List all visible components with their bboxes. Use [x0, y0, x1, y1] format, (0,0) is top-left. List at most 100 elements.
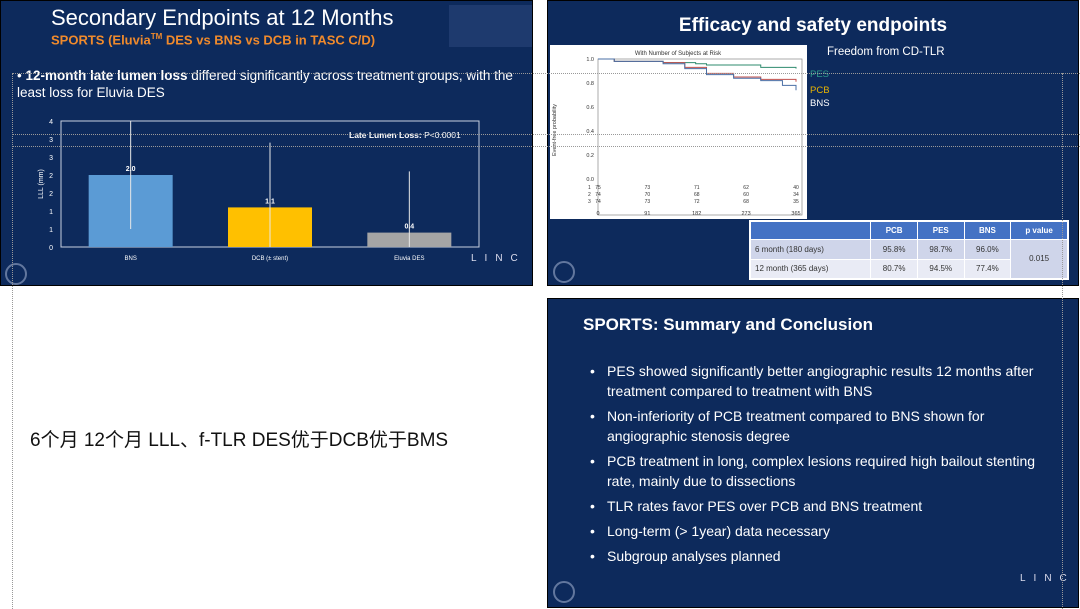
- selection-guide: [12, 73, 13, 609]
- data-label: 0.4: [404, 224, 414, 231]
- selection-guide: [1062, 73, 1063, 609]
- at-risk-row-label: 2: [588, 192, 591, 198]
- list-item: TLR rates favor PES over PCB and BNS tre…: [590, 496, 1060, 516]
- legend-bns: BNS: [810, 98, 830, 109]
- x-tick-label: 0: [596, 211, 599, 217]
- kaplan-meier-chart: With Number of Subjects at Risk Event-fr…: [550, 45, 807, 219]
- list-item: Non-inferiority of PCB treatment compare…: [590, 406, 1060, 446]
- y-tick-label: 2: [49, 173, 53, 180]
- y-tick-label: 2: [49, 191, 53, 198]
- cell-bns: 77.4%: [963, 258, 1012, 280]
- selection-guide: [12, 146, 1080, 147]
- y-tick-label: 4: [49, 119, 53, 126]
- annotation-rest: P<0.0001: [422, 130, 461, 140]
- slide-title: SPORTS: Summary and Conclusion: [583, 315, 873, 334]
- row-label: 6 month (180 days): [749, 238, 872, 260]
- slide-title: Efficacy and safety endpoints: [678, 15, 948, 36]
- list-item: Long-term (> 1year) data necessary: [590, 521, 1060, 541]
- annotation-bold: Late Lumen Loss:: [349, 130, 422, 140]
- slide-subtitle: SPORTS (EluviaTM DES vs BNS vs DCB in TA…: [51, 32, 375, 47]
- list-item: PCB treatment in long, complex lesions r…: [590, 451, 1060, 491]
- slide-secondary-endpoints: Secondary Endpoints at 12 Months SPORTS …: [0, 0, 533, 286]
- km-line-pcb: [598, 58, 797, 82]
- header-blank: [749, 220, 872, 240]
- selection-guide: [12, 134, 1080, 135]
- university-seal-icon: [553, 261, 575, 283]
- bullet-text: • 12-month late lumen loss differed sign…: [17, 68, 513, 100]
- cell-bns: 96.0%: [963, 238, 1012, 260]
- at-risk-count: 35: [793, 199, 799, 205]
- trademark: TM: [150, 32, 163, 41]
- km-title: With Number of Subjects at Risk: [635, 51, 722, 57]
- x-tick-label: 273: [741, 211, 750, 217]
- university-seal-icon: [5, 263, 27, 285]
- at-risk-count: 34: [793, 192, 799, 198]
- at-risk-count: 74: [595, 192, 601, 198]
- linc-logo: LINC: [1020, 573, 1075, 584]
- at-risk-count: 68: [694, 192, 700, 198]
- header-pcb: PCB: [870, 220, 918, 240]
- legend-pes: PES: [810, 69, 830, 80]
- cell-pvalue: 0.015: [1010, 238, 1069, 280]
- data-label: 2.0: [126, 166, 136, 173]
- y-tick-label: 0: [49, 245, 53, 252]
- header-bns: BNS: [963, 220, 1012, 240]
- at-risk-count: 60: [743, 192, 749, 198]
- at-risk-count: 62: [743, 185, 749, 191]
- data-label: 1.1: [265, 198, 275, 205]
- slide-efficacy-safety: Efficacy and safety endpoints Freedom fr…: [547, 0, 1079, 286]
- endpoints-table: PCB PES BNS p value 6 month (180 days) 95.8%…: [749, 220, 1069, 280]
- y-tick-label: 3: [49, 137, 53, 144]
- at-risk-count: 72: [694, 199, 700, 205]
- linc-logo: LINC: [471, 253, 526, 264]
- y-tick-label: 0.6: [586, 105, 594, 111]
- legend-pcb: PCB: [810, 85, 830, 96]
- y-tick-label: 0.8: [586, 81, 594, 87]
- subtitle-part: SPORTS (Eluvia: [51, 32, 151, 48]
- table-row: 12 month (365 days) 80.7% 94.5% 77.4%: [749, 258, 1068, 280]
- y-tick-label: 0.4: [586, 129, 594, 135]
- header-pes: PES: [916, 220, 965, 240]
- cell-pcb: 80.7%: [870, 258, 918, 280]
- plot-frame: [597, 58, 803, 216]
- list-item: PES showed significantly better angiogra…: [590, 361, 1060, 401]
- y-tick-label: 3: [49, 155, 53, 162]
- list-item: Subgroup analyses planned: [590, 546, 1060, 566]
- table-row: 6 month (180 days) 95.8% 98.7% 96.0% 0.015: [749, 238, 1069, 280]
- y-tick-label: 1.0: [586, 57, 594, 63]
- university-seal-icon: [553, 581, 575, 603]
- y-tick-label: 1: [49, 209, 53, 216]
- header-pvalue: p value: [1010, 220, 1069, 240]
- slide-summary: SPORTS: Summary and Conclusion PES showe…: [547, 298, 1079, 608]
- lll-bar-chart: LLL (mm) Late Lumen Loss: P<0.0001 0 1 1 2 2…: [38, 119, 480, 262]
- conclusion-list: PES showed significantly better angiogra…: [590, 361, 1060, 571]
- dark-box: [449, 5, 532, 47]
- row-label: 12 month (365 days): [749, 258, 872, 280]
- km-line-bns: [598, 58, 797, 91]
- subtitle-part: DES vs BNS vs DCB in TASC C/D): [162, 32, 376, 48]
- y-tick-label: 1: [49, 227, 53, 234]
- x-tick-label: 365: [791, 211, 800, 217]
- annotation-note: 6个月 12个月 LLL、f-TLR DES优于DCB优于BMS: [30, 430, 449, 451]
- at-risk-count: 73: [645, 185, 651, 191]
- at-risk-count: 71: [694, 185, 700, 191]
- selection-guide: [12, 73, 1080, 74]
- bullet-rest: differed significantly across treatment …: [17, 68, 513, 100]
- x-tick-label: 91: [644, 211, 650, 217]
- at-risk-row-label: 3: [588, 199, 591, 205]
- y-tick-label: 0.2: [586, 153, 594, 159]
- cell-pes: 98.7%: [916, 238, 965, 260]
- at-risk-count: 75: [595, 185, 601, 191]
- x-tick-label: DCB (± stent): [252, 256, 288, 262]
- km-y-label: Event-free probability: [552, 104, 558, 156]
- y-axis-label: LLL (mm): [38, 169, 45, 199]
- at-risk-row-label: 1: [588, 185, 591, 191]
- x-tick-label: Eluvia DES: [394, 256, 424, 262]
- at-risk-count: 40: [793, 185, 799, 191]
- x-tick-label: 182: [692, 211, 701, 217]
- at-risk-count: 68: [743, 199, 749, 205]
- at-risk-count: 73: [645, 199, 651, 205]
- slide-title: Secondary Endpoints at 12 Months: [51, 5, 394, 30]
- cell-pcb: 95.8%: [870, 238, 918, 260]
- bullet-bold: 12-month late lumen loss: [25, 68, 188, 83]
